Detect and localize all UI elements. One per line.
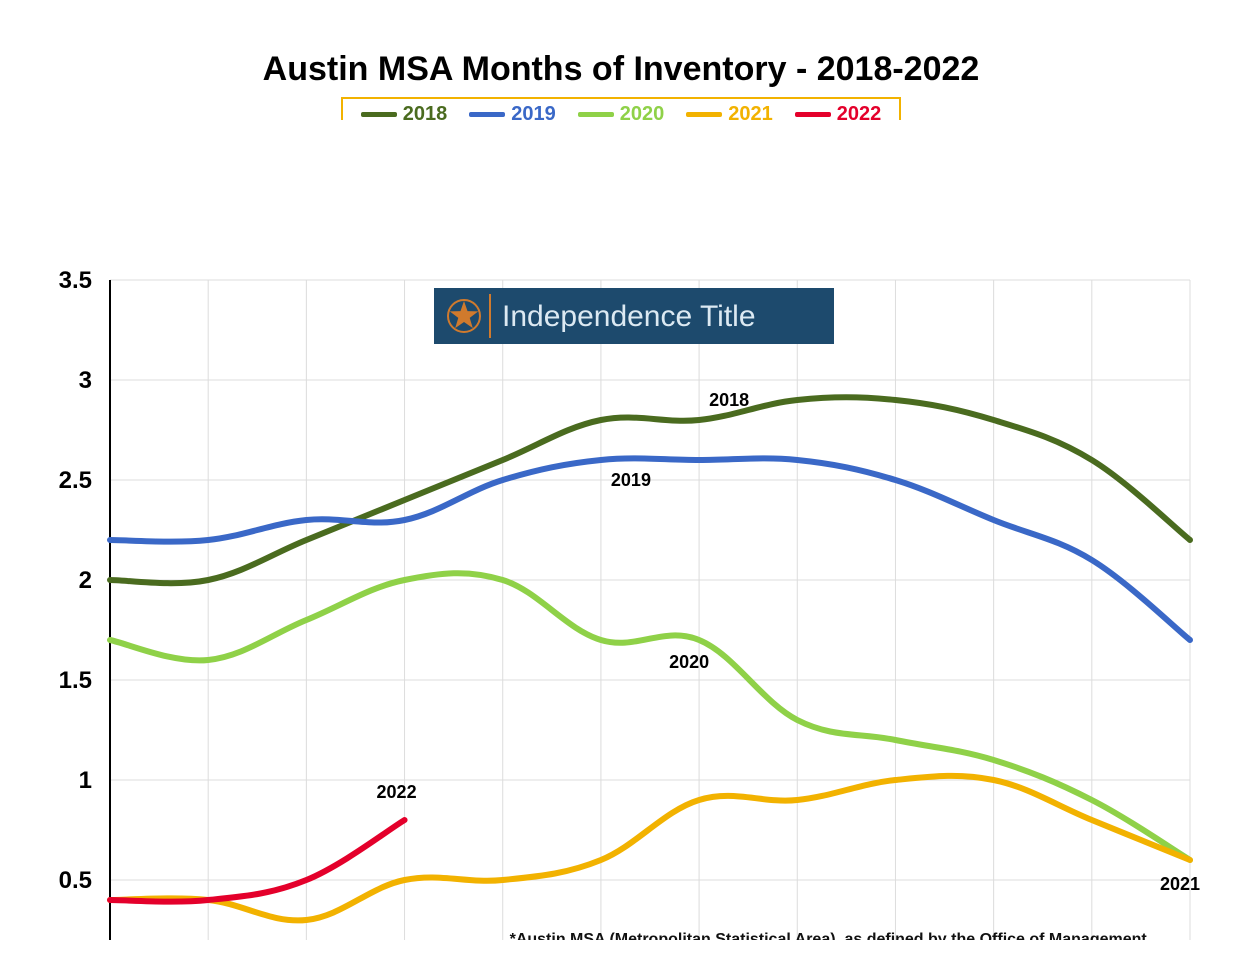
- y-tick-label: 3.5: [59, 267, 92, 294]
- series-line-2022: [110, 820, 405, 902]
- series-label-2022: 2022: [377, 782, 417, 802]
- series-line-2018: [110, 397, 1190, 583]
- y-tick-label: 1.5: [59, 667, 92, 694]
- series-label-2018: 2018: [709, 390, 749, 410]
- chart-container: Austin MSA Months of Inventory - 2018-20…: [0, 0, 1242, 956]
- y-tick-label: 3: [79, 367, 92, 394]
- series-label-2019: 2019: [611, 470, 651, 490]
- chart-svg: 00.511.522.533.5JanFebMarAprMayJunJulAug…: [0, 120, 1242, 940]
- series-line-2020: [110, 573, 1190, 860]
- series-label-2021: 2021: [1160, 874, 1200, 894]
- y-tick-label: 2: [79, 567, 92, 594]
- legend-swatch-2022: [795, 112, 831, 117]
- y-tick-label: 2.5: [59, 467, 92, 494]
- legend-swatch-2020: [578, 112, 614, 117]
- legend-swatch-2018: [361, 112, 397, 117]
- y-tick-label: 1: [79, 767, 92, 794]
- y-tick-label: 0.5: [59, 867, 92, 894]
- legend-swatch-2019: [469, 112, 505, 117]
- legend-swatch-2021: [686, 112, 722, 117]
- footnote-line1: *Austin MSA (Metropolitan Statistical Ar…: [510, 931, 1148, 940]
- series-line-2021: [110, 776, 1190, 921]
- series-label-2020: 2020: [669, 652, 709, 672]
- chart-title: Austin MSA Months of Inventory - 2018-20…: [30, 50, 1212, 89]
- brand-text: Independence Title: [502, 300, 756, 333]
